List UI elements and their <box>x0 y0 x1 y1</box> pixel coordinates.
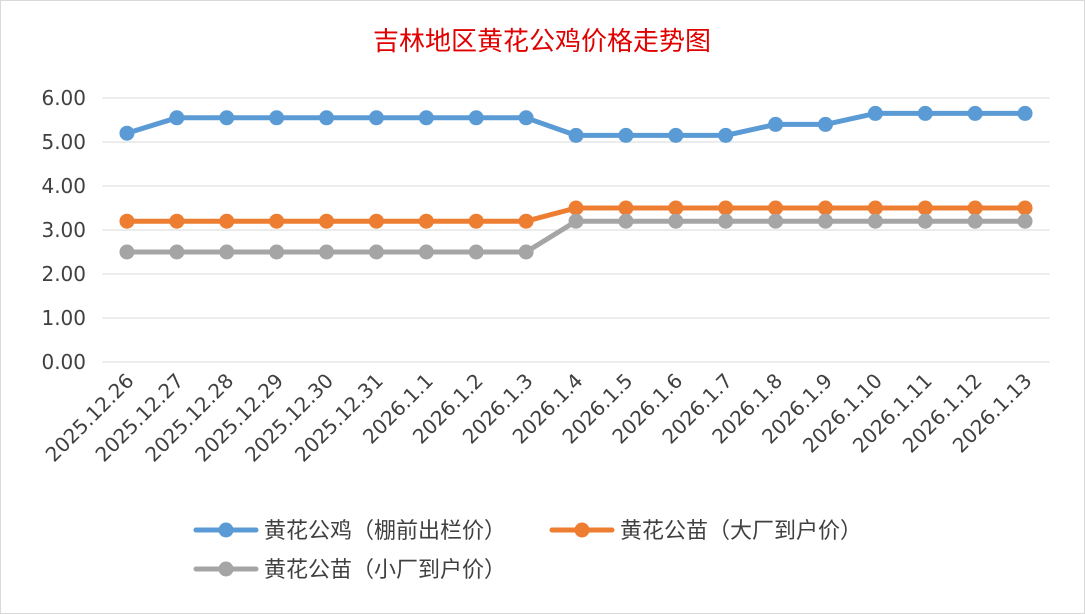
legend-item: 黄花公鸡（棚前出栏价） <box>193 519 506 544</box>
data-point <box>269 110 285 126</box>
data-point <box>368 213 384 229</box>
legend-label: 黄花公苗（大厂到户价） <box>620 519 862 544</box>
data-point <box>468 213 484 229</box>
data-point <box>219 244 235 260</box>
series-3 <box>119 213 1033 260</box>
data-point <box>418 244 434 260</box>
data-point <box>119 244 135 260</box>
series-2 <box>119 200 1033 229</box>
data-point <box>319 244 335 260</box>
data-point <box>967 200 983 216</box>
data-point <box>668 127 684 143</box>
data-point <box>1017 105 1033 121</box>
legend-label: 黄花公鸡（棚前出栏价） <box>264 519 506 544</box>
data-point <box>1017 200 1033 216</box>
data-point <box>817 213 833 229</box>
legend-item: 黄花公苗（大厂到户价） <box>549 519 862 544</box>
data-point <box>618 200 634 216</box>
data-point <box>867 200 883 216</box>
data-point <box>568 200 584 216</box>
data-point <box>219 213 235 229</box>
data-point <box>119 125 135 141</box>
data-point <box>319 213 335 229</box>
data-point <box>618 213 634 229</box>
legend-swatch-marker <box>218 522 234 538</box>
data-point <box>418 213 434 229</box>
data-point <box>319 110 335 126</box>
data-point <box>518 110 534 126</box>
data-point <box>917 105 933 121</box>
data-point <box>768 200 784 216</box>
data-point <box>169 110 185 126</box>
legend-swatch-marker <box>218 561 234 577</box>
data-point <box>718 127 734 143</box>
data-point <box>917 213 933 229</box>
legend-item: 黄花公苗（小厂到户价） <box>193 558 506 583</box>
data-point <box>1017 213 1033 229</box>
data-point <box>269 213 285 229</box>
data-point <box>568 127 584 143</box>
data-point <box>169 213 185 229</box>
y-tick-label: 4.00 <box>41 174 86 198</box>
data-point <box>768 116 784 132</box>
data-point <box>169 244 185 260</box>
data-point <box>368 110 384 126</box>
data-point <box>867 105 883 121</box>
series-1 <box>119 105 1033 143</box>
chart-title: 吉林地区黄花公鸡价格走势图 <box>373 27 711 57</box>
data-point <box>219 110 235 126</box>
data-point <box>718 200 734 216</box>
data-point <box>817 116 833 132</box>
data-point <box>119 213 135 229</box>
legend-swatch-marker <box>574 522 590 538</box>
data-point <box>468 244 484 260</box>
data-point <box>518 213 534 229</box>
y-tick-label: 6.00 <box>41 86 86 110</box>
y-tick-label: 1.00 <box>41 306 86 330</box>
legend: 黄花公鸡（棚前出栏价） 黄花公苗（大厂到户价） 黄花公苗（小厂到户价） <box>193 519 862 583</box>
data-point <box>967 105 983 121</box>
data-point <box>518 244 534 260</box>
legend-label: 黄花公苗（小厂到户价） <box>264 558 506 583</box>
data-point <box>768 213 784 229</box>
data-point <box>917 200 933 216</box>
data-point <box>967 213 983 229</box>
data-point <box>568 213 584 229</box>
data-point <box>468 110 484 126</box>
y-tick-label: 5.00 <box>41 130 86 154</box>
y-tick-label: 3.00 <box>41 218 86 242</box>
y-tick-label: 2.00 <box>41 262 86 286</box>
data-point <box>718 213 734 229</box>
data-point <box>368 244 384 260</box>
y-tick-label: 0.00 <box>41 350 86 374</box>
data-point <box>867 213 883 229</box>
data-point <box>269 244 285 260</box>
series-lines <box>119 105 1033 260</box>
data-point <box>668 213 684 229</box>
y-axis-ticks: 0.00 1.00 2.00 3.00 4.00 5.00 6.00 <box>41 86 86 374</box>
data-point <box>668 200 684 216</box>
data-point <box>418 110 434 126</box>
data-point <box>817 200 833 216</box>
data-point <box>618 127 634 143</box>
